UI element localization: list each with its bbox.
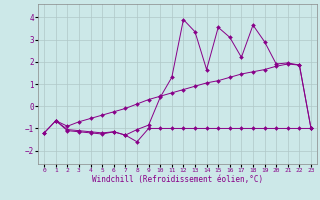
X-axis label: Windchill (Refroidissement éolien,°C): Windchill (Refroidissement éolien,°C) [92,175,263,184]
